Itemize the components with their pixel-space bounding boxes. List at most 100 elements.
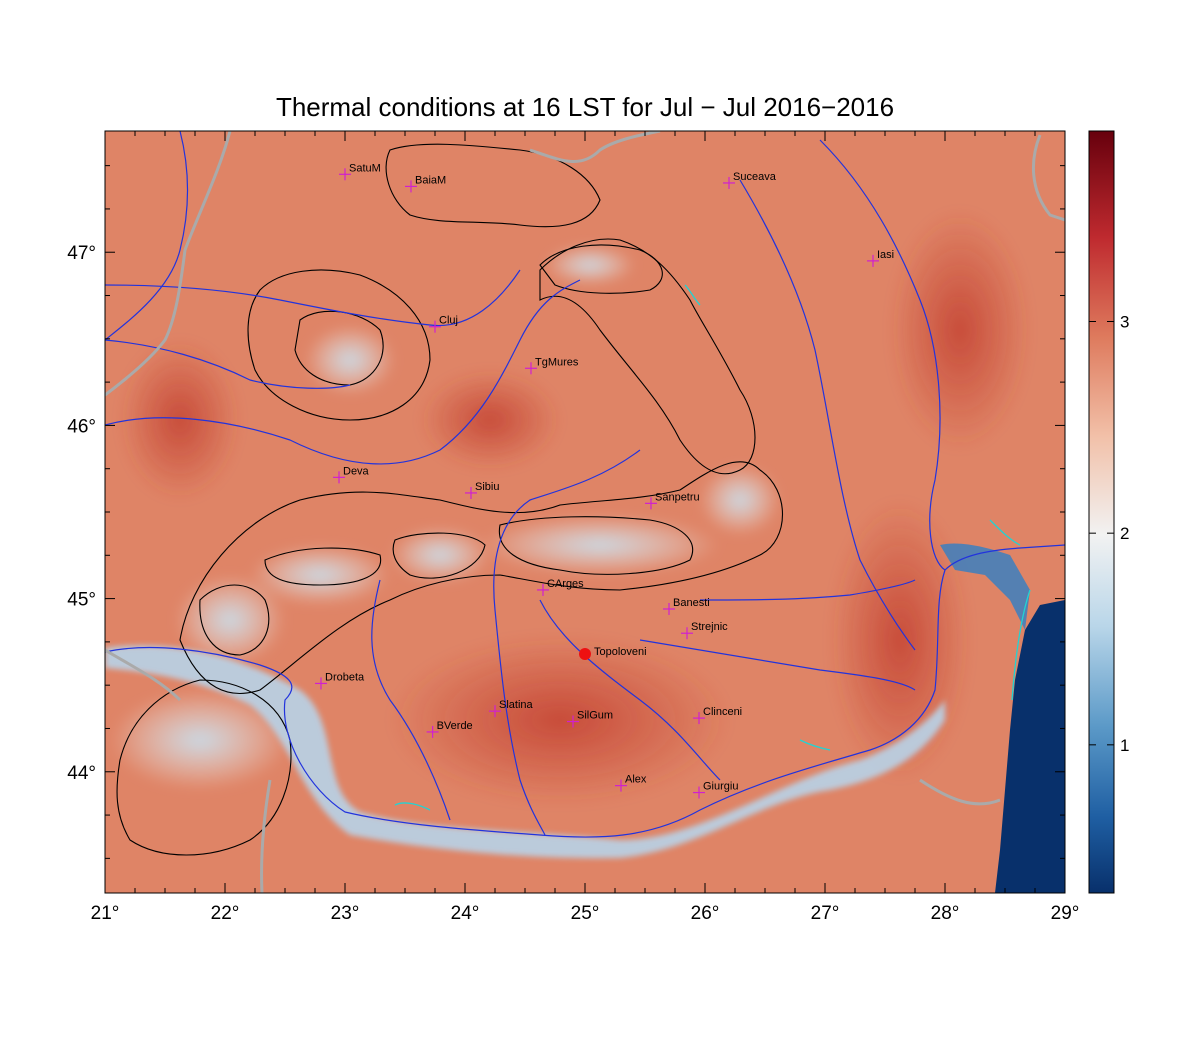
- city-marker: Iasi: [867, 249, 894, 267]
- border-north: [529, 131, 661, 164]
- cool-zone-danube-gorge: [110, 690, 290, 790]
- contour-banat: [116, 679, 292, 856]
- city-label: Clinceni: [703, 706, 742, 718]
- river-mures: [105, 279, 581, 465]
- black-sea: [995, 600, 1065, 893]
- cool-zone-apuseni: [305, 325, 395, 395]
- contour-carpathian-arc: [179, 461, 783, 694]
- city-label: Strejnic: [691, 621, 728, 633]
- city-label: Giurgiu: [703, 781, 738, 793]
- lon-tick-label: 28°: [931, 903, 960, 924]
- border-south-west: [260, 779, 272, 893]
- river-siret: [739, 179, 916, 651]
- lat-tick-label: 46°: [67, 416, 96, 437]
- city-marker: Giurgiu: [693, 781, 738, 799]
- contour-fagaras-inner: [498, 516, 693, 575]
- city-label: TgMures: [535, 356, 579, 368]
- cool-zone-rodna: [545, 245, 635, 285]
- river-olt: [493, 449, 641, 836]
- city-marker: BVerde: [426, 720, 473, 738]
- lakes: [394, 284, 1031, 811]
- lake-delta-east: [989, 519, 1031, 701]
- border-west-banat: [105, 648, 182, 702]
- lake-danube-south: [394, 739, 831, 811]
- contour-semenic: [199, 584, 270, 656]
- river-prut: [819, 139, 946, 571]
- lon-tick-label: 26°: [691, 903, 720, 924]
- border-south: [919, 778, 1001, 806]
- danube-delta-water: [940, 543, 1030, 630]
- city-label: Deva: [343, 465, 370, 477]
- river-buzau: [699, 579, 916, 601]
- chart-title: Thermal conditions at 16 LST for Jul − J…: [276, 92, 894, 122]
- hot-zone-banat: [120, 340, 240, 500]
- city-label: BVerde: [437, 720, 473, 732]
- river-arges: [539, 599, 721, 781]
- city-markers: SatuM BaiaM Suceava Iasi Cluj TgMures Deva Sibi…: [315, 162, 894, 799]
- lon-tick-label: 21°: [91, 903, 120, 924]
- lon-tick-label: 23°: [331, 903, 360, 924]
- city-marker: SatuM: [339, 162, 381, 181]
- contour-parang-inner: [392, 532, 486, 579]
- lat-tick-label: 44°: [67, 763, 96, 784]
- lon-tick-label: 29°: [1051, 903, 1080, 924]
- lon-tick-label: 22°: [211, 903, 240, 924]
- colorbar-ticks: 1 2 3: [1089, 313, 1129, 755]
- city-label: SilGum: [577, 710, 613, 722]
- border-north-west: [105, 131, 232, 397]
- contour-maramures: [385, 143, 601, 228]
- city-marker: Clinceni: [693, 706, 742, 725]
- highlight-marker-layer: Topoloveni: [579, 646, 647, 661]
- city-label: Banesti: [673, 597, 710, 609]
- colorbar-tick-label: 1: [1120, 736, 1129, 755]
- city-marker: Cluj: [429, 315, 458, 333]
- border-east-prut: [1031, 134, 1065, 222]
- river-danube: [105, 544, 1065, 838]
- city-label: Cluj: [439, 315, 458, 327]
- city-marker: Suceava: [723, 171, 777, 189]
- river-tisa: [105, 131, 189, 341]
- river-ialomita: [639, 639, 916, 691]
- city-marker: Strejnic: [681, 621, 728, 640]
- axis-labels: 21° 22° 23° 24° 25° 26° 27° 28° 29° 44° 45° 46° 47°: [67, 243, 1079, 924]
- highlight-marker: [579, 648, 591, 661]
- topography-contours: [116, 143, 783, 856]
- city-label: Sibiu: [475, 481, 499, 493]
- danube-cool-band: [105, 645, 945, 859]
- contour-rodna: [539, 244, 663, 294]
- cool-zone-fagaras: [480, 515, 720, 575]
- city-marker: TgMures: [525, 356, 579, 375]
- colorbar: [1088, 130, 1115, 894]
- city-label: Drobeta: [325, 671, 365, 683]
- cool-zone-retezat: [250, 545, 390, 605]
- city-marker: CArges: [537, 578, 584, 596]
- lake-bicaz: [684, 284, 701, 306]
- rivers: [105, 131, 1065, 838]
- city-label: BaiaM: [415, 174, 446, 186]
- national-borders: [105, 131, 1065, 893]
- city-marker: Drobeta: [315, 671, 365, 690]
- lat-tick-label: 47°: [67, 243, 96, 264]
- river-somes: [105, 269, 521, 327]
- city-label: CArges: [547, 578, 584, 590]
- hot-zone-moldova: [890, 210, 1030, 450]
- cool-zone-parang: [390, 527, 490, 583]
- colorbar-tick-label: 2: [1120, 524, 1129, 543]
- city-marker: Slatina: [489, 699, 534, 718]
- city-marker: Sibiu: [465, 481, 499, 499]
- city-label: Suceava: [733, 171, 777, 183]
- city-label: Iasi: [877, 249, 894, 261]
- highlight-label: Topoloveni: [594, 646, 647, 658]
- city-label: Sanpetru: [655, 491, 700, 503]
- city-marker: BaiaM: [405, 174, 446, 193]
- river-jiu: [371, 579, 451, 821]
- hot-zone-wallachia: [390, 635, 730, 805]
- colorbar-tick-label: 3: [1120, 313, 1129, 332]
- axis-ticks: [104, 131, 1066, 893]
- hot-zone-transylvania: [420, 370, 560, 470]
- city-marker: Deva: [333, 465, 370, 484]
- city-marker: Sanpetru: [645, 491, 700, 510]
- city-label: Alex: [625, 774, 647, 786]
- city-marker: Banesti: [663, 597, 710, 615]
